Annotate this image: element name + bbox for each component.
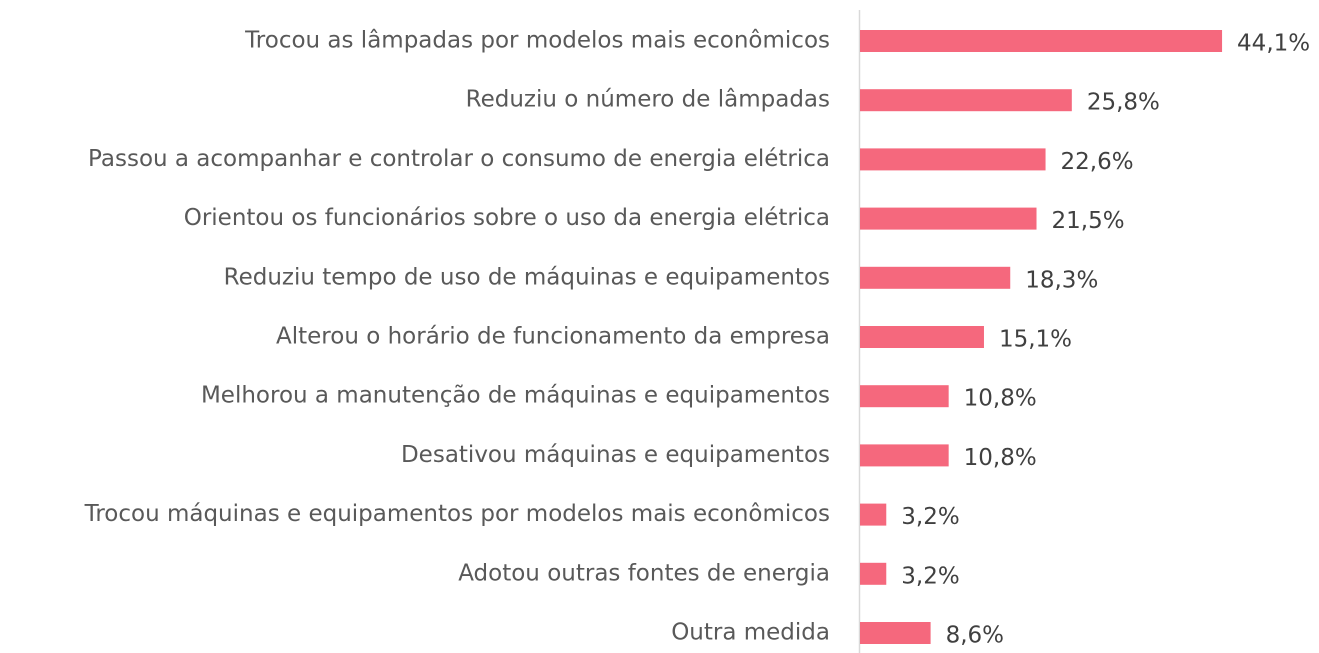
value-label: 18,3% <box>1025 267 1098 293</box>
category-label: Reduziu o número de lâmpadas <box>466 87 830 113</box>
category-label: Melhorou a manutenção de máquinas e equi… <box>201 383 830 409</box>
bar <box>860 622 931 644</box>
category-label: Adotou outras fontes de energia <box>458 560 830 586</box>
category-label: Orientou os funcionários sobre o uso da … <box>184 205 830 231</box>
value-label: 22,6% <box>1061 149 1134 175</box>
value-label: 21,5% <box>1052 208 1125 234</box>
category-label: Outra medida <box>671 620 830 646</box>
value-label: 25,8% <box>1087 90 1160 116</box>
bar <box>860 444 949 467</box>
value-label: 44,1% <box>1237 31 1310 57</box>
bar <box>860 207 1037 230</box>
bar <box>860 30 1223 52</box>
category-label: Reduziu tempo de uso de máquinas e equip… <box>224 264 830 290</box>
category-label: Desativou máquinas e equipamentos <box>401 442 830 468</box>
bar <box>860 503 887 526</box>
bar <box>860 89 1072 112</box>
bar <box>860 562 887 585</box>
category-label: Alterou o horário de funcionamento da em… <box>276 324 830 350</box>
value-label: 8,6% <box>946 623 1004 649</box>
value-label: 3,2% <box>901 504 959 530</box>
value-label: 15,1% <box>999 327 1072 353</box>
bar <box>860 266 1011 289</box>
bar <box>860 148 1046 171</box>
bar <box>860 385 949 408</box>
category-label: Passou a acompanhar e controlar o consum… <box>88 146 830 172</box>
bar <box>860 326 984 348</box>
value-label: 10,8% <box>964 386 1037 412</box>
category-label: Trocou máquinas e equipamentos por model… <box>84 501 830 527</box>
value-label: 10,8% <box>964 445 1037 471</box>
value-label: 3,2% <box>901 563 959 589</box>
category-label: Trocou as lâmpadas por modelos mais econ… <box>244 28 830 54</box>
